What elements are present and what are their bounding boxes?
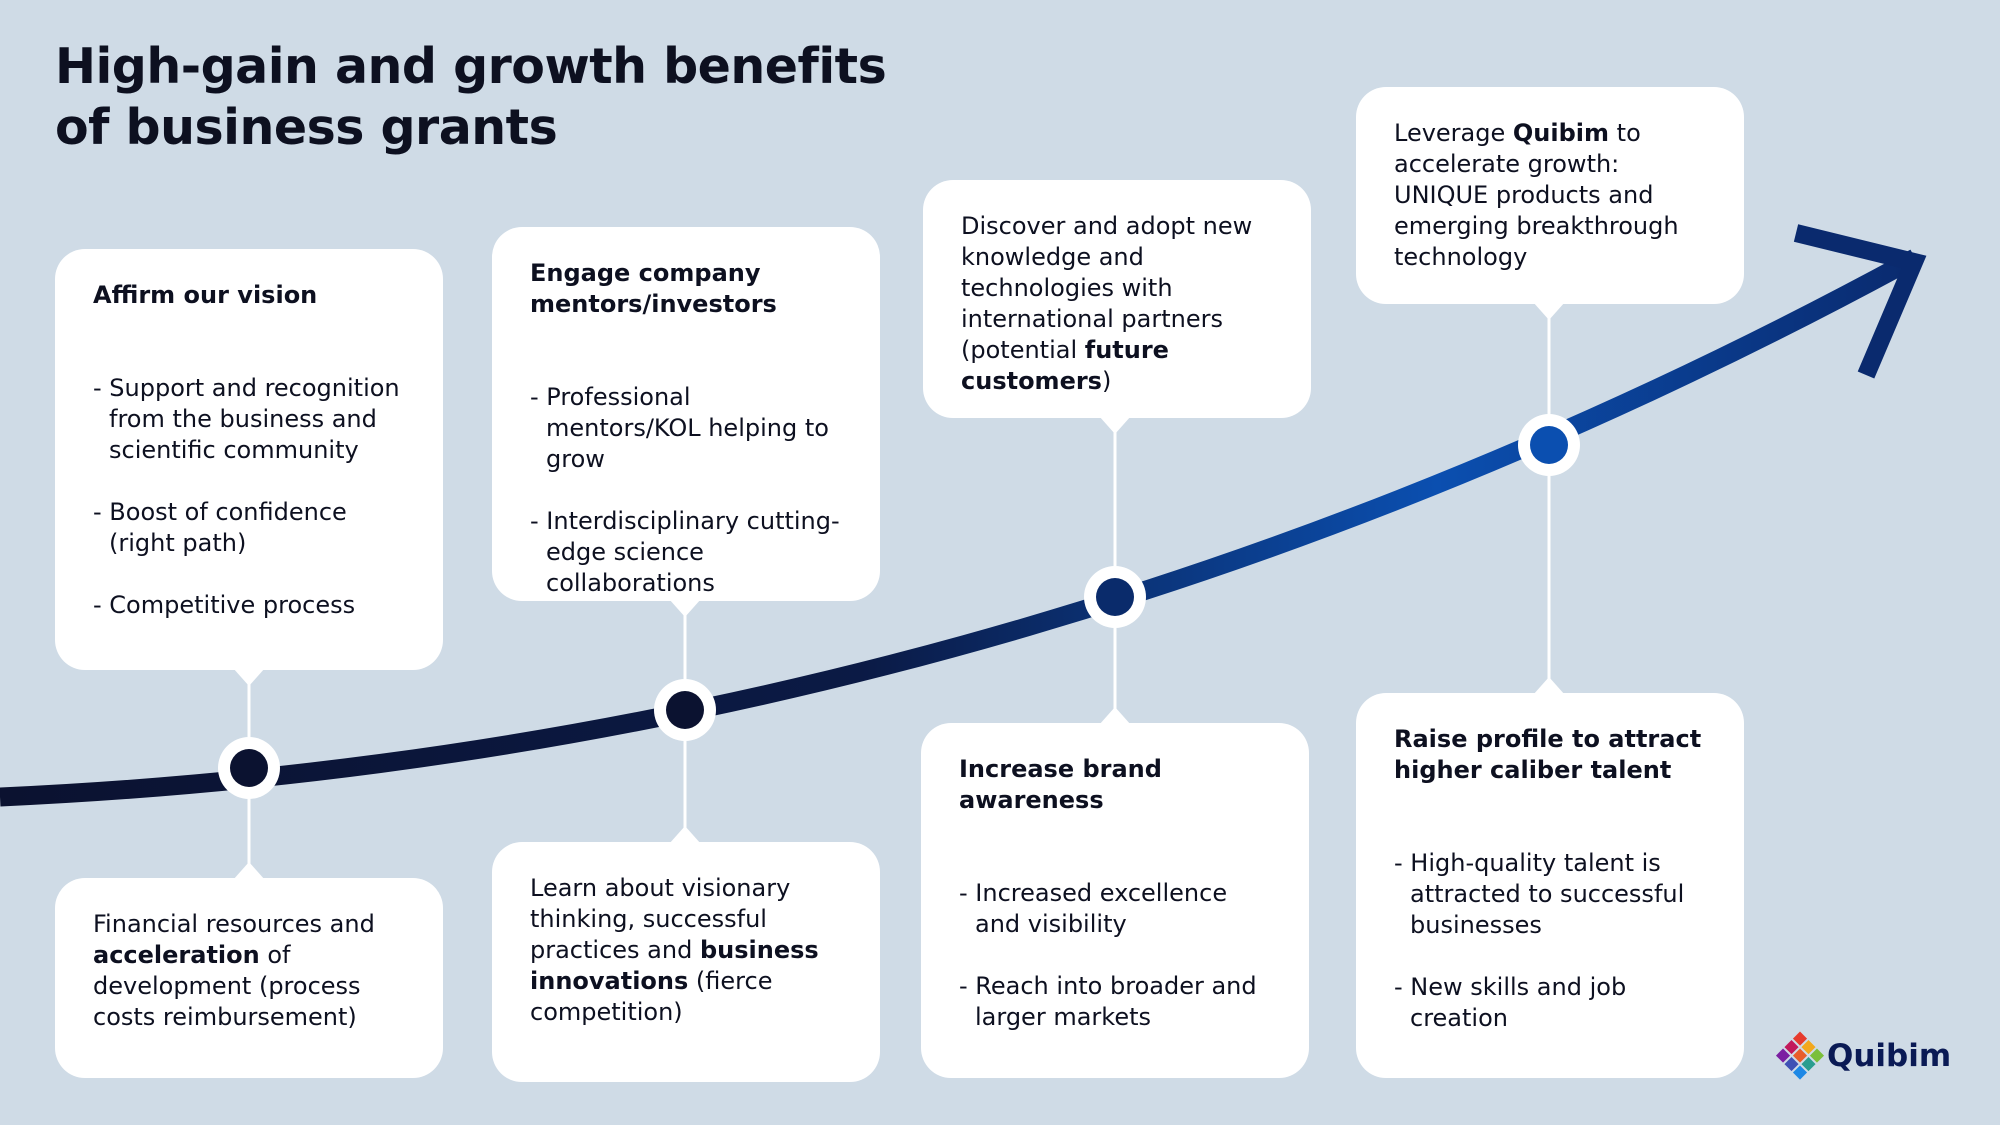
bullet: - High-quality talent is attracted to su… xyxy=(1394,848,1714,941)
card-heading: Engage company mentors/investors xyxy=(530,258,850,320)
bold-text: Increase brand awareness xyxy=(959,755,1162,814)
text: of development (process costs reimbursem… xyxy=(93,941,361,1031)
arrow-head xyxy=(1793,224,1927,379)
card: Financial resources and acceleration of … xyxy=(55,878,443,1078)
text: - Support and recognition from the busin… xyxy=(93,374,400,464)
text: - High-quality talent is attracted to su… xyxy=(1394,849,1685,939)
card-heading: Increase brand awareness xyxy=(959,754,1279,816)
bold-text: Quibim xyxy=(1512,119,1610,147)
title-line: of business grants xyxy=(55,99,558,156)
bold-text: future customers xyxy=(961,336,1169,395)
text: Discover and adopt new knowledge and tec… xyxy=(961,212,1253,364)
bullet: - Increased excellence and visibility xyxy=(959,878,1279,940)
text: - New skills and job creation xyxy=(1394,973,1627,1032)
card-text: Learn about visionary thinking, successf… xyxy=(530,873,850,1028)
card: Learn about visionary thinking, successf… xyxy=(492,842,880,1082)
card: Engage company mentors/investors - Profes… xyxy=(492,227,880,601)
text: Learn about visionary thinking, successf… xyxy=(530,874,791,964)
text: Financial resources and xyxy=(93,910,375,938)
bullet: - Interdisciplinary cutting-edge science… xyxy=(530,506,850,599)
bold-text: Engage company mentors/investors xyxy=(530,259,777,318)
card: Affirm our vision - Support and recogniti… xyxy=(55,249,443,670)
card-text: Leverage Quibim to accelerate growth: UN… xyxy=(1394,118,1714,273)
text: - Reach into broader and larger markets xyxy=(959,972,1257,1031)
text: - Boost of confidence (right path) xyxy=(93,498,347,557)
title-line: High-gain and growth benefits xyxy=(55,38,887,95)
card-pointers xyxy=(233,302,1565,880)
milestone-dots xyxy=(218,414,1580,799)
logo-text: Quibim xyxy=(1827,1038,1952,1074)
bold-text: acceleration xyxy=(93,941,260,969)
text: - Increased excellence and visibility xyxy=(959,879,1228,938)
text: ) xyxy=(1101,367,1112,395)
bold-text: Raise profile to attract higher caliber … xyxy=(1394,725,1702,784)
bullet: - Support and recognition from the busin… xyxy=(93,373,413,466)
card: Discover and adopt new knowledge and tec… xyxy=(923,180,1311,418)
text: - Interdisciplinary cutting-edge science… xyxy=(530,507,840,597)
bullet: - Competitive process xyxy=(93,590,413,621)
card: Leverage Quibim to accelerate growth: UN… xyxy=(1356,87,1744,304)
card-text: Discover and adopt new knowledge and tec… xyxy=(961,211,1281,397)
text: - Professional mentors/KOL helping to gr… xyxy=(530,383,829,473)
title: High-gain and growth benefits of business… xyxy=(55,36,887,158)
bold-text: business innovations xyxy=(530,936,819,995)
bullet: - Professional mentors/KOL helping to gr… xyxy=(530,382,850,475)
card-text: Financial resources and acceleration of … xyxy=(93,909,413,1033)
text: to accelerate growth: UNIQUE products an… xyxy=(1394,119,1679,271)
text: - Competitive process xyxy=(93,591,356,619)
card-heading: Raise profile to attract higher caliber … xyxy=(1394,724,1714,786)
text: Leverage xyxy=(1394,119,1513,147)
card: Raise profile to attract higher caliber … xyxy=(1356,693,1744,1078)
bullet: - Reach into broader and larger markets xyxy=(959,971,1279,1033)
bold-text: Affirm our vision xyxy=(93,281,318,309)
bullet: - Boost of confidence (right path) xyxy=(93,497,413,559)
bullet: - New skills and job creation xyxy=(1394,972,1714,1034)
card: Increase brand awareness - Increased exce… xyxy=(921,723,1309,1078)
card-heading: Affirm our vision xyxy=(93,280,413,311)
connectors xyxy=(247,304,1551,878)
text: (fierce competition) xyxy=(530,967,773,1026)
logo-icon xyxy=(1775,1031,1825,1080)
